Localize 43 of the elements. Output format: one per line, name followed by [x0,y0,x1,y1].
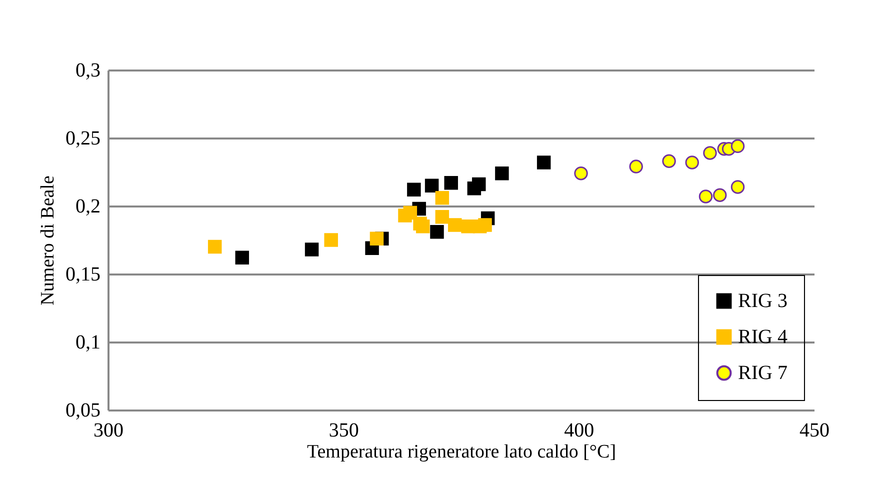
point [416,220,430,234]
point [698,190,713,204]
x-axis-title: Temperatura rigeneratore lato caldo [°C] [306,442,616,462]
y-tick-label: 0,1 [76,332,100,354]
y-tick-label: 0,25 [66,128,100,150]
point [208,240,222,254]
point [435,190,450,205]
legend-label: RIG 4 [738,326,788,348]
point [712,188,727,202]
legend-label: RIG 7 [738,362,788,384]
point [324,233,338,247]
point [461,220,475,234]
y-axis-title: Numero di Beale [38,176,58,306]
point [472,177,486,192]
point [662,154,676,168]
x-tick-label: 450 [800,420,830,442]
point [495,166,509,180]
point [685,156,699,170]
point [235,250,250,265]
point [407,182,421,197]
x-tick-label: 400 [564,420,594,442]
x-tick-label: 300 [94,420,124,442]
y-tick-label: 0,3 [76,60,100,82]
point [424,178,439,192]
y-tick-label: 0,05 [66,400,100,422]
point [536,156,551,170]
point [444,176,458,190]
point [730,139,745,154]
point [403,206,418,220]
point [703,146,717,160]
point [478,218,492,232]
y-tick-label: 0,15 [66,264,100,286]
point [435,210,450,224]
point [370,232,384,246]
point [448,218,462,232]
point [304,242,319,256]
point [730,180,745,194]
point [629,160,643,174]
legend-label: RIG 3 [738,290,788,312]
y-tick-label: 0,2 [76,196,100,218]
point [574,166,588,180]
x-tick-label: 350 [328,420,359,442]
point [430,224,444,239]
